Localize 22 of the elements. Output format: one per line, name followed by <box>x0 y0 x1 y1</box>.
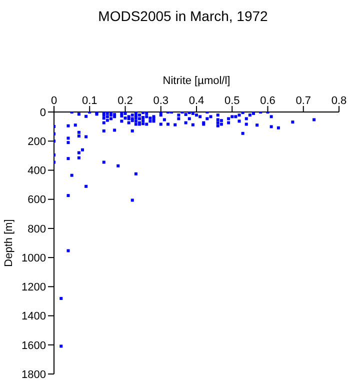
y-tick-label: 0 <box>40 106 46 119</box>
y-tick-label: 1600 <box>22 340 46 352</box>
x-tick-label: 0 <box>50 95 58 107</box>
x-tick-label: 0.4 <box>188 95 204 107</box>
y-tick-label: 1400 <box>22 310 46 323</box>
y-tick-label: 800 <box>28 223 46 236</box>
x-tick-label: 0.2 <box>118 95 133 107</box>
x-tick-label: 0.7 <box>296 95 312 107</box>
y-tick-label: 200 <box>28 136 46 148</box>
x-tick-label: 0.1 <box>82 95 98 107</box>
y-axis-title: Depth [m] <box>2 219 15 267</box>
x-tick-label: 0.6 <box>260 95 276 107</box>
chart-title: MODS2005 in March, 1972 <box>97 8 269 24</box>
y-tick-label: 600 <box>28 194 46 206</box>
y-tick-label: 1800 <box>22 368 46 381</box>
x-tick-label: 0.5 <box>224 95 240 107</box>
x-axis-title: Nitrite [µmol/l] <box>162 75 230 87</box>
y-tick-label: 1000 <box>22 252 46 264</box>
x-tick-label: 0.3 <box>153 95 169 107</box>
y-tick-label: 400 <box>28 165 46 178</box>
x-tick-label: 0.8 <box>331 95 347 107</box>
y-tick-label: 1200 <box>22 282 46 294</box>
